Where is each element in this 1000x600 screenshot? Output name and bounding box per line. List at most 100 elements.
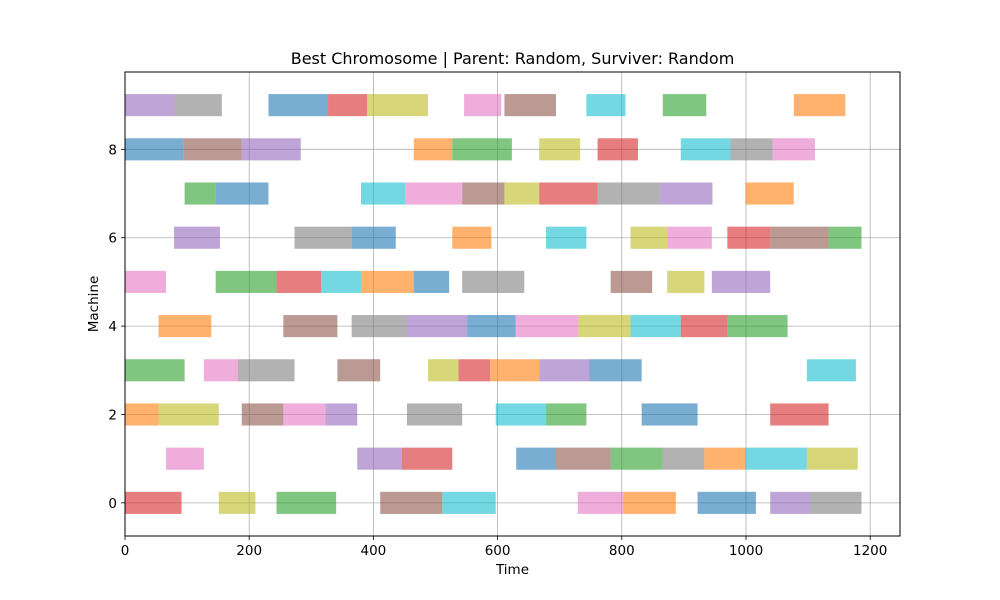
task-bar-m5-53	[321, 270, 361, 293]
task-bar-m6-64	[546, 226, 587, 249]
task-bar-m3-33	[337, 359, 381, 382]
task-bar-m8-87	[680, 138, 731, 161]
task-bar-m9-92	[268, 94, 329, 117]
task-bar-m5-56	[462, 270, 525, 293]
task-bar-m3-38	[589, 359, 642, 382]
task-bar-m9-97	[586, 94, 626, 117]
task-bar-m8-81	[183, 138, 242, 161]
task-bar-m8-86	[597, 138, 638, 161]
task-bar-m0-6	[623, 491, 676, 514]
task-bar-m3-36	[490, 359, 540, 382]
task-bar-m2-23	[283, 403, 326, 426]
task-bar-m9-99	[793, 94, 846, 117]
task-bar-m5-59	[711, 270, 771, 293]
task-bar-m6-69	[828, 226, 862, 249]
task-bar-m5-57	[610, 270, 653, 293]
x-tick-label: 600	[485, 543, 511, 559]
task-bar-m8-85	[539, 138, 581, 161]
task-bar-m9-98	[662, 94, 707, 117]
task-bar-m0-7	[697, 491, 756, 514]
task-bar-m1-12	[401, 447, 453, 470]
task-bar-m2-27	[546, 403, 587, 426]
task-bar-m6-61	[294, 226, 352, 249]
task-bar-m4-43	[406, 315, 468, 338]
task-bar-m1-13	[516, 447, 556, 470]
task-bar-m6-62	[351, 226, 396, 249]
task-bar-m6-68	[770, 226, 829, 249]
task-bar-m4-42	[351, 315, 407, 338]
task-bar-m2-21	[158, 403, 219, 426]
task-bar-m1-16	[662, 447, 705, 470]
task-bar-m9-93	[328, 94, 368, 117]
x-tick-label: 0	[121, 543, 130, 559]
x-tick-label: 200	[236, 543, 262, 559]
task-bar-m8-83	[413, 138, 453, 161]
task-bar-m9-96	[504, 94, 556, 117]
task-bar-m1-14	[555, 447, 611, 470]
task-bar-m7-70	[184, 182, 216, 205]
x-tick-label: 1200	[853, 543, 887, 559]
task-bar-m0-5	[577, 491, 624, 514]
task-bar-m8-88	[730, 138, 773, 161]
task-bar-m5-58	[667, 270, 705, 293]
x-tick-label: 800	[609, 543, 635, 559]
task-bar-m2-26	[495, 403, 547, 426]
task-bar-m1-11	[357, 447, 402, 470]
task-bar-m8-89	[772, 138, 815, 161]
task-bar-m3-32	[238, 359, 295, 382]
y-tick-label: 0	[108, 496, 117, 512]
task-bar-m3-34	[428, 359, 459, 382]
x-axis-label: Time	[495, 562, 529, 578]
task-bar-m1-19	[806, 447, 858, 470]
task-bar-m9-94	[367, 94, 429, 117]
task-bar-m4-49	[727, 315, 788, 338]
task-bar-m6-67	[727, 226, 771, 249]
task-bar-m2-28	[641, 403, 698, 426]
task-bar-m4-47	[630, 315, 681, 338]
task-bar-m1-17	[704, 447, 746, 470]
x-tick-label: 1000	[729, 543, 763, 559]
x-tick-label: 400	[361, 543, 387, 559]
y-tick-label: 4	[108, 319, 117, 335]
task-bar-m4-41	[283, 315, 338, 338]
task-bar-m7-75	[504, 182, 540, 205]
task-bar-m5-51	[215, 270, 277, 293]
task-bar-m7-74	[462, 182, 505, 205]
task-bar-m6-66	[667, 226, 712, 249]
task-bar-m9-95	[464, 94, 502, 117]
task-bar-m6-65	[630, 226, 668, 249]
task-bar-m3-37	[539, 359, 590, 382]
task-bar-m5-54	[360, 270, 414, 293]
task-bar-m7-71	[215, 182, 269, 205]
task-bar-m5-50	[125, 270, 166, 293]
task-bar-m9-91	[174, 94, 222, 117]
task-bar-m4-45	[515, 315, 579, 338]
task-bar-m7-76	[539, 182, 598, 205]
chart-title: Best Chromosome | Parent: Random, Surviv…	[291, 49, 735, 68]
task-bar-m0-1	[218, 491, 256, 514]
task-bar-m4-44	[467, 315, 516, 338]
task-bar-m0-0	[125, 491, 182, 514]
task-bar-m2-20	[125, 403, 159, 426]
task-bar-m7-77	[597, 182, 660, 205]
task-bar-m3-30	[125, 359, 185, 382]
task-bar-m3-35	[458, 359, 491, 382]
task-bar-m2-22	[241, 403, 284, 426]
task-bar-m2-25	[406, 403, 463, 426]
task-bar-m4-40	[158, 315, 212, 338]
y-tick-label: 8	[108, 142, 117, 158]
task-bar-m2-29	[770, 403, 829, 426]
task-bar-m1-10	[165, 447, 204, 470]
plot-frame	[124, 71, 901, 537]
task-bar-m9-90	[125, 94, 175, 117]
task-bar-m6-63	[452, 226, 492, 249]
task-bar-m5-55	[413, 270, 450, 293]
task-bar-m2-24	[325, 403, 358, 426]
task-bar-m3-31	[203, 359, 239, 382]
task-bar-m7-79	[745, 182, 794, 205]
task-bar-m0-4	[442, 491, 496, 514]
task-bar-m8-80	[125, 138, 184, 161]
task-bar-m0-9	[809, 491, 862, 514]
task-bars	[125, 94, 862, 514]
